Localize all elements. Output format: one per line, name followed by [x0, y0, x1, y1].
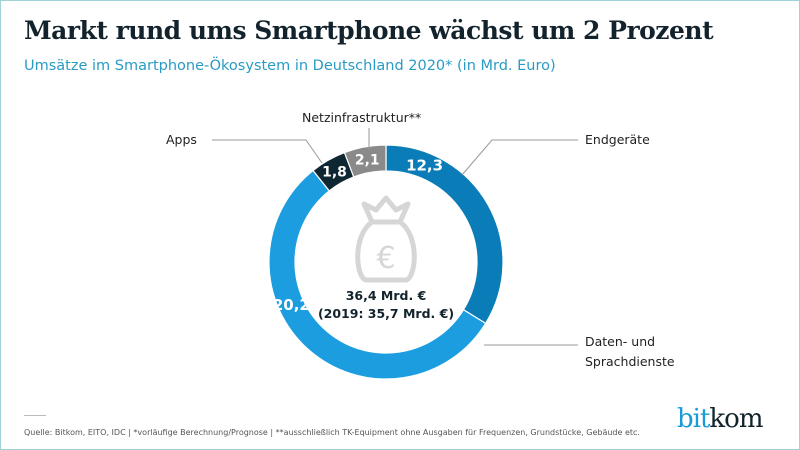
label-daten-line1: Daten- und [585, 334, 656, 349]
label-daten: Daten- und Sprachdienste [585, 332, 675, 372]
value-label-4: 2,1 [355, 153, 380, 169]
donut-segment-4 [343, 144, 387, 178]
chart-subtitle: Umsätze im Smartphone-Ökosystem in Deuts… [24, 58, 556, 74]
leader-line-endgeraete [461, 139, 578, 176]
chart-title: Markt rund ums Smartphone wächst um 2 Pr… [24, 16, 714, 45]
center-total: 36,4 Mrd. € [345, 288, 427, 303]
center-previous: (2019: 35,7 Mrd. €) [317, 306, 455, 321]
label-netz: Netzinfrastruktur** [302, 110, 422, 125]
leader-line-apps [212, 139, 323, 164]
label-endgeraete: Endgeräte [585, 132, 650, 147]
value-label-1: 12,3 [406, 156, 443, 174]
donut-segment-2 [268, 169, 487, 380]
svg-text:€: € [376, 241, 395, 276]
value-label-2: 20,2 [273, 296, 310, 314]
footer-divider [24, 415, 46, 416]
label-daten-line2: Sprachdienste [585, 354, 675, 369]
footer-source: Quelle: Bitkom, EITO, IDC | *vorläufige … [24, 428, 640, 437]
bitkom-logo: bitkom [677, 404, 763, 434]
money-bag-euro-icon: € [355, 195, 417, 283]
value-label-3: 1,8 [322, 165, 347, 181]
label-apps: Apps [166, 132, 197, 147]
leader-lines [212, 128, 578, 346]
